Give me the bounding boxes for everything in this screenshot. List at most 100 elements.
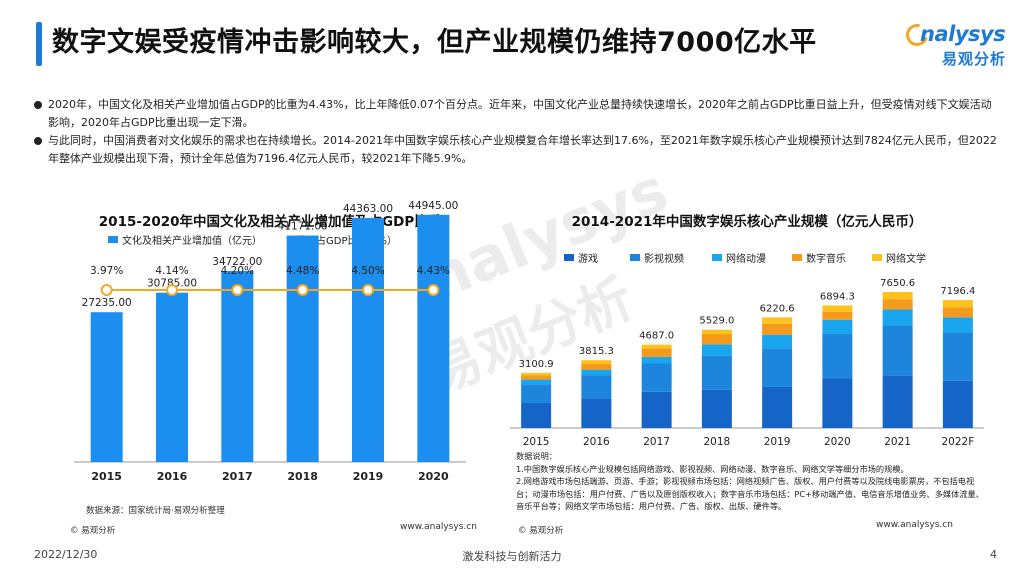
x-tick-label: 2022F (941, 436, 974, 448)
brand-left: © 易观分析 (70, 526, 116, 536)
legend-item-music: 数字音乐 (792, 250, 846, 265)
segment-video (882, 325, 913, 376)
site-left: www.analysys.cn (400, 522, 477, 532)
segment-anime (701, 344, 732, 356)
segment-literature (882, 292, 913, 300)
bar-value-label: 44363.00 (343, 203, 393, 215)
bar-added-value (221, 271, 254, 462)
x-tick-label: 2019 (353, 470, 384, 483)
segment-music (641, 348, 672, 357)
segment-literature (701, 329, 732, 335)
total-value-label: 7196.4 (940, 286, 975, 297)
bullet-2: 与此同时，中国消费者对文化娱乐的需求也在持续增长。2014-2021年中国数字娱… (34, 132, 999, 168)
segment-video (641, 363, 672, 392)
legend-label: 网络文学 (886, 253, 926, 265)
note-heading: 数据说明： (516, 451, 557, 461)
segment-anime (942, 317, 973, 333)
x-tick-label: 2015 (91, 470, 122, 483)
line-value-label: 4.20% (221, 265, 254, 277)
chart-plot-right: 3100.9 2015 3815.3 2016 4687.0 2017 5529.0 2018… (510, 278, 984, 448)
data-source: 数据来源：国家统计局·易观分析整理 (86, 506, 225, 516)
segment-video (581, 375, 612, 399)
bar-value-label: 27235.00 (82, 297, 132, 309)
bar-value-label: 34722.00 (212, 256, 262, 268)
bullet-1: 2020年，中国文化及相关产业增加值占GDP的比重为4.43%，比上年降低0.0… (34, 96, 999, 132)
chart-plot-left: 27235.00 2015 30785.00 2016 34722.00 2017 4117… (74, 200, 466, 483)
segment-anime (762, 334, 793, 349)
x-tick-label: 2020 (418, 470, 449, 483)
legend-swatch (630, 253, 640, 261)
segment-literature (822, 305, 853, 312)
segment-literature (641, 344, 672, 349)
segment-video (521, 384, 552, 403)
analysys-logo: nalysys 易观分析 (901, 19, 1006, 76)
total-value-label: 3100.9 (519, 359, 554, 370)
segment-literature (942, 300, 973, 308)
legend-label: 文化及相关产业增加值（亿元） (122, 235, 262, 247)
segment-music (521, 375, 552, 380)
total-value-label: 4687.0 (639, 331, 674, 342)
chart-title-right: 2014-2021年中国数字娱乐核心产业规模（亿元人民币） (571, 214, 923, 230)
x-tick-label: 2016 (157, 470, 188, 483)
total-value-label: 3815.3 (579, 346, 614, 357)
segment-music (882, 299, 913, 310)
legend-item-anime: 网络动漫 (712, 250, 766, 265)
segment-anime (641, 356, 672, 364)
segment-anime (822, 319, 853, 335)
legend-label: 网络动漫 (726, 253, 766, 265)
point-gdp-share (231, 284, 244, 296)
bar-added-value (286, 235, 319, 462)
x-tick-label: 2021 (884, 436, 911, 448)
legend-swatch (872, 253, 882, 261)
x-tick-label: 2015 (523, 436, 550, 448)
line-value-label: 4.50% (351, 265, 384, 277)
bar-value-label: 30785.00 (147, 278, 197, 290)
segment-games (942, 380, 973, 428)
segment-music (822, 311, 853, 320)
page-title: 数字文娱受疫情冲击影响较大，但产业规模仍维持7000亿水平 (52, 27, 817, 58)
segment-anime (581, 369, 612, 376)
segment-games (762, 386, 793, 428)
legend-item-games: 游戏 (564, 250, 598, 265)
x-tick-label: 2020 (824, 436, 851, 448)
legend-item-literature: 网络文学 (872, 250, 926, 265)
data-notes: 数据说明： 1.中国数字娱乐核心产业规模包括网络游戏、影视视频、网络动漫、数字音… (516, 450, 986, 513)
site-right: www.analysys.cn (876, 520, 953, 530)
x-tick-label: 2018 (704, 436, 731, 448)
footer-date: 2022/12/30 (34, 548, 98, 561)
chart-gdp-share: 2015-2020年中国文化及相关产业增加值及占GDP比重 文化及相关产业增加值… (64, 200, 477, 540)
segment-literature (581, 360, 612, 365)
segment-music (701, 334, 732, 345)
segment-video (762, 348, 793, 387)
note-2: 2.网络游戏市场包括端游、页游、手游；影视视频市场包括：网络视频广告、版权、用户… (516, 476, 984, 511)
segment-anime (521, 379, 552, 385)
legend-swatch (792, 253, 802, 261)
brand-right: © 易观分析 (518, 526, 564, 536)
point-gdp-share (427, 284, 440, 296)
legend-label: 数字音乐 (806, 253, 846, 265)
bar-added-value (90, 312, 123, 462)
x-tick-label: 2017 (222, 470, 253, 483)
line-value-label: 4.48% (286, 265, 319, 277)
segment-video (942, 332, 973, 381)
point-gdp-share (100, 284, 113, 296)
segment-video (701, 355, 732, 390)
legend-item-video: 影视视频 (630, 250, 684, 265)
legend-swatch (712, 253, 722, 261)
line-value-label: 4.14% (155, 265, 188, 277)
x-tick-label: 2017 (643, 436, 670, 448)
logo-english: nalysys (920, 22, 1006, 46)
segment-games (701, 389, 732, 428)
total-value-label: 7650.6 (880, 278, 915, 289)
legend-swatch (564, 253, 574, 261)
total-value-label: 6220.6 (760, 303, 795, 314)
segment-music (581, 364, 612, 370)
segment-music (762, 323, 793, 335)
segment-games (581, 398, 612, 428)
segment-games (641, 391, 672, 428)
footer-slogan: 激发科技与创新活力 (462, 550, 562, 563)
point-gdp-share (166, 284, 178, 296)
line-value-label: 4.43% (417, 265, 450, 277)
bar-value-label: 44945.00 (408, 200, 458, 212)
x-tick-label: 2016 (583, 436, 610, 448)
